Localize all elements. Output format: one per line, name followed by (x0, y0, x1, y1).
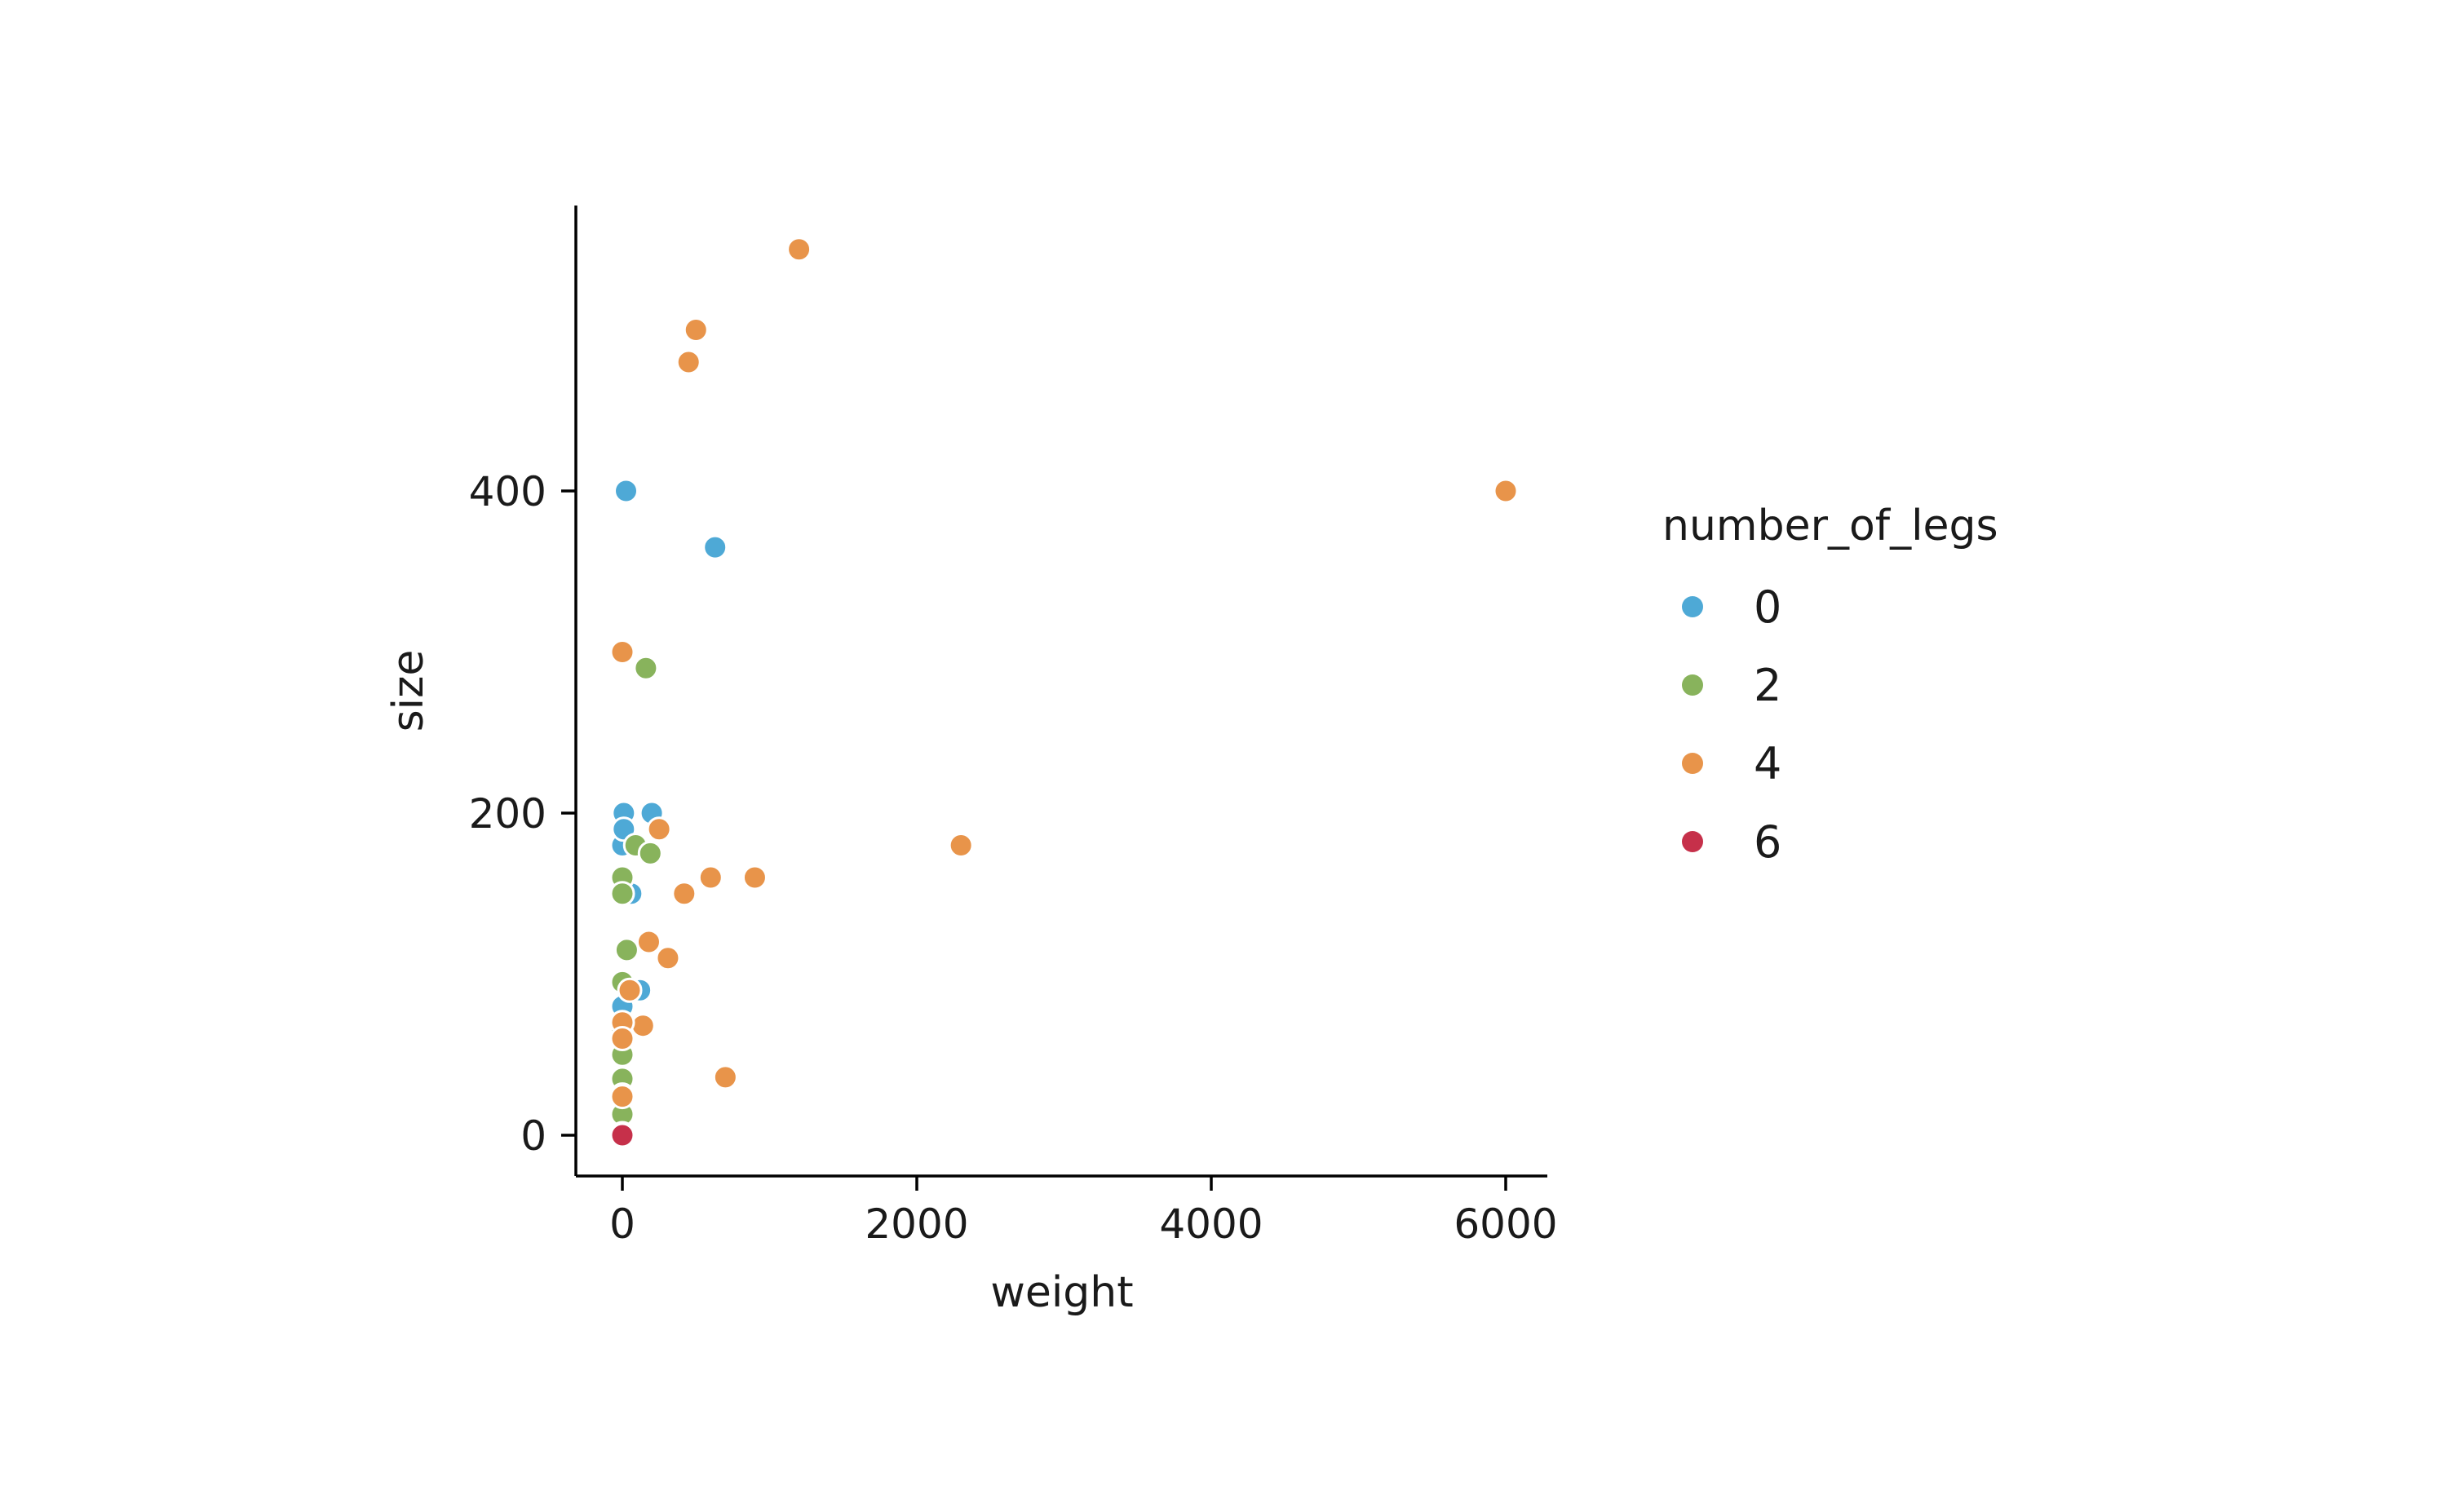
data-point-legs-4 (948, 833, 974, 858)
legend-marker-0 (1682, 596, 1703, 617)
legend: number_of_legs 0 2 4 6 (1662, 502, 1998, 868)
data-point-legs-4 (671, 881, 697, 907)
data-point-legs-4 (712, 1064, 738, 1090)
data-point-legs-2 (637, 840, 663, 866)
data-point-legs-4 (697, 864, 723, 891)
data-point-legs-2 (633, 655, 659, 681)
legend-label-4: 4 (1754, 738, 1781, 789)
data-point-legs-4 (617, 977, 643, 1003)
data-points (609, 237, 1519, 1148)
data-point-legs-4 (1493, 478, 1519, 504)
x-tick-label: 0 (609, 1200, 635, 1248)
legend-label-2: 2 (1754, 660, 1781, 711)
data-point-legs-4 (630, 1013, 656, 1039)
legend-label-6: 6 (1754, 816, 1781, 868)
data-point-legs-4 (655, 945, 681, 971)
data-point-legs-2 (613, 937, 639, 963)
data-point-legs-4 (609, 639, 635, 665)
data-point-legs-0 (613, 478, 639, 504)
data-point-legs-0 (702, 534, 728, 560)
axes (574, 206, 1547, 1178)
legend-marker-4 (1682, 753, 1703, 774)
legend-marker-6 (1682, 831, 1703, 852)
x-tick-label: 2000 (865, 1200, 968, 1248)
y-axis-label: size (384, 650, 433, 732)
x-tick-label: 6000 (1454, 1200, 1557, 1248)
data-point-legs-4 (683, 317, 709, 343)
y-tick-label: 200 (469, 790, 546, 838)
data-point-legs-4 (646, 816, 672, 842)
legend-label-0: 0 (1754, 581, 1781, 633)
data-point-legs-4 (609, 1084, 635, 1110)
data-point-legs-4 (675, 349, 701, 375)
data-point-legs-6 (609, 1122, 635, 1148)
x-tick-label: 4000 (1159, 1200, 1263, 1248)
legend-items: 0 2 4 6 (1682, 581, 1781, 868)
data-point-legs-4 (635, 929, 662, 955)
data-point-legs-4 (609, 1026, 635, 1051)
x-ticks: 0 2000 4000 6000 (609, 1176, 1558, 1248)
y-tick-label: 0 (520, 1112, 546, 1160)
y-tick-label: 400 (469, 468, 546, 515)
y-ticks: 0 200 400 (469, 468, 576, 1160)
data-point-legs-4 (741, 864, 768, 891)
x-axis-label: weight (990, 1268, 1133, 1317)
legend-title: number_of_legs (1662, 502, 1998, 550)
legend-marker-2 (1682, 674, 1703, 696)
data-point-legs-4 (786, 237, 812, 263)
data-point-legs-2 (609, 881, 635, 907)
